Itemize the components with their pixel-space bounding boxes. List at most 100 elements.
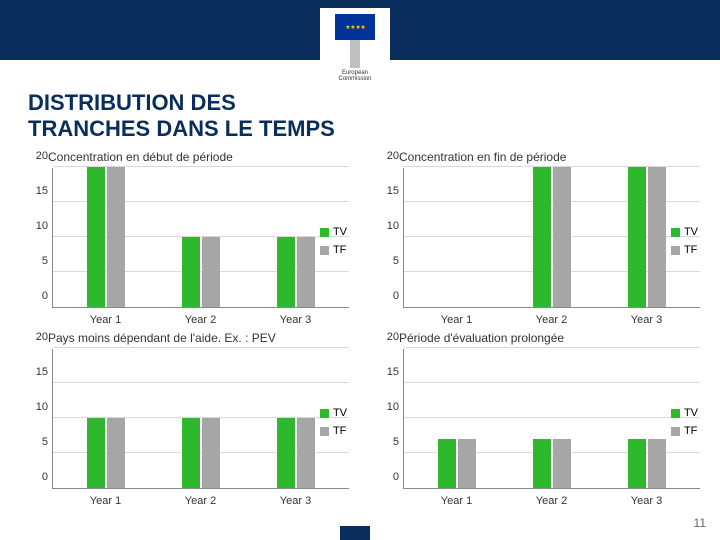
y-tick: 15 [387,185,399,197]
bar-tv [182,418,200,488]
bar-tv [628,167,646,307]
legend-label: TF [684,425,697,437]
y-axis: 05101520 [379,349,403,489]
x-label: Year 3 [599,314,694,326]
legend-item-tf: TF [320,244,347,256]
bar-tf [648,167,666,307]
y-tick: 5 [42,255,48,267]
legend-swatch [320,228,329,237]
bar-tv [277,237,295,307]
page-number: 11 [694,516,706,530]
x-axis: Year 1Year 2Year 3 [403,314,700,326]
y-axis: 05101520 [379,168,403,308]
y-tick: 10 [387,220,399,232]
legend-swatch [671,246,680,255]
bar-tf [297,237,315,307]
bar-tf [202,418,220,488]
bar-group [505,439,600,488]
legend-swatch [671,427,680,436]
legend-swatch [671,409,680,418]
bar-tf [553,167,571,307]
legend-item-tv: TV [671,407,698,419]
legend-label: TF [333,244,346,256]
legend: TV TF [320,407,347,443]
x-label: Year 3 [599,495,694,507]
footer-accent [340,526,370,540]
y-tick: 5 [393,255,399,267]
x-label: Year 2 [504,495,599,507]
legend-item-tf: TF [671,425,698,437]
bar-tf [202,237,220,307]
x-label: Year 3 [248,495,343,507]
legend: TV TF [320,226,347,262]
bar-group [599,439,694,488]
y-tick: 0 [42,471,48,483]
bar-group [59,418,154,488]
bar-tv [87,167,105,307]
y-tick: 10 [36,401,48,413]
x-label: Year 1 [409,314,504,326]
y-tick: 10 [36,220,48,232]
x-label: Year 2 [153,314,248,326]
bar-group [154,418,249,488]
bar-tf [297,418,315,488]
plot-area [52,168,349,308]
page-title: DISTRIBUTION DES TRANCHES DANS LE TEMPS [0,52,335,143]
y-tick: 20 [36,150,48,162]
x-label: Year 2 [153,495,248,507]
legend-label: TV [333,226,347,238]
legend-label: TF [684,244,697,256]
plot-area [52,349,349,489]
legend-swatch [320,427,329,436]
y-tick: 0 [393,290,399,302]
y-tick: 5 [393,436,399,448]
chart-3: Période d'évaluation prolongée05101520Ye… [379,331,700,506]
legend-label: TV [333,407,347,419]
y-tick: 5 [42,436,48,448]
header-banner: ★ ★ ★ ★ EuropeanCommission [0,0,720,60]
y-tick: 20 [387,331,399,343]
legend: TV TF [671,407,698,443]
chart-2: Pays moins dépendant de l'aide. Ex. : PE… [28,331,349,506]
charts-grid: Concentration en début de période0510152… [28,150,700,506]
bar-tf [107,167,125,307]
bar-group [154,237,249,307]
bar-tv [277,418,295,488]
y-tick: 0 [393,471,399,483]
legend-item-tf: TF [320,425,347,437]
x-label: Year 1 [409,495,504,507]
bar-tv [533,439,551,488]
legend-item-tv: TV [320,226,347,238]
y-tick: 20 [387,150,399,162]
legend-swatch [671,228,680,237]
x-label: Year 1 [58,314,153,326]
bar-tv [438,439,456,488]
y-tick: 20 [36,331,48,343]
legend-swatch [320,409,329,418]
bar-tv [533,167,551,307]
y-tick: 0 [42,290,48,302]
y-tick: 15 [387,366,399,378]
y-tick: 10 [387,401,399,413]
x-axis: Year 1Year 2Year 3 [52,314,349,326]
y-tick: 15 [36,185,48,197]
chart-1: Concentration en fin de période05101520Y… [379,150,700,325]
x-axis: Year 1Year 2Year 3 [403,495,700,507]
legend-label: TV [684,226,698,238]
bar-tf [553,439,571,488]
plot-area [403,349,700,489]
plot-area [403,168,700,308]
y-axis: 05101520 [28,349,52,489]
chart-0: Concentration en début de période0510152… [28,150,349,325]
legend-swatch [320,246,329,255]
bar-group [410,439,505,488]
bar-tf [107,418,125,488]
y-axis: 05101520 [28,168,52,308]
x-label: Year 1 [58,495,153,507]
bar-tf [648,439,666,488]
legend-label: TV [684,407,698,419]
legend-item-tf: TF [671,244,698,256]
legend-label: TF [333,425,346,437]
eu-flag-icon: ★ ★ ★ ★ [335,14,375,40]
bar-tv [182,237,200,307]
